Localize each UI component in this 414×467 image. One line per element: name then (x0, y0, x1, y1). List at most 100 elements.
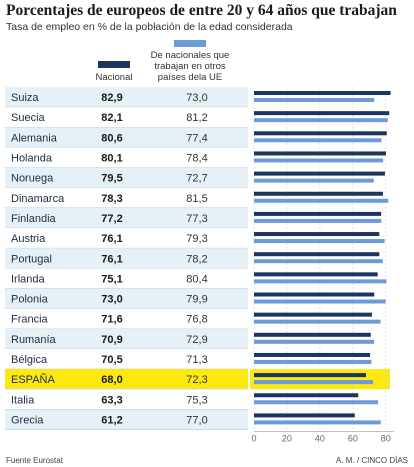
bar-nacional (254, 111, 390, 116)
row-country-label: Italia (11, 394, 35, 406)
value-nacional: 82,1 (101, 112, 122, 124)
row-country-label: Suiza (11, 92, 39, 104)
legend-label-ue: De nacionales que trabajan en otros país… (150, 50, 230, 83)
bar-ue (254, 359, 372, 364)
value-nacional: 76,1 (101, 253, 122, 265)
row-background (5, 288, 248, 309)
row-country-label: Holanda (11, 153, 53, 165)
row-background (5, 87, 248, 108)
value-ue: 77,4 (186, 132, 207, 144)
bar-nacional (254, 312, 372, 317)
value-nacional: 70,5 (101, 354, 122, 366)
value-nacional: 73,0 (101, 294, 122, 306)
value-ue: 76,8 (186, 314, 207, 326)
row-country-label: Irlanda (11, 273, 46, 285)
bar-ue (254, 380, 374, 385)
bar-ue (254, 178, 374, 183)
x-tick-label: 20 (282, 434, 292, 444)
bar-ue (254, 319, 381, 324)
value-nacional: 61,2 (101, 414, 122, 426)
bar-ue (254, 118, 388, 123)
value-ue: 72,3 (186, 374, 207, 386)
legend-label-nacional: Nacional (95, 72, 133, 83)
row-background (5, 187, 248, 208)
value-ue: 78,2 (186, 253, 207, 265)
value-nacional: 76,1 (101, 233, 122, 245)
bar-nacional (254, 393, 359, 398)
bar-ue (254, 279, 387, 284)
row-background (5, 248, 248, 269)
value-nacional: 80,6 (101, 132, 122, 144)
chart-subtitle: Tasa de empleo en % de la población de l… (6, 21, 293, 33)
row-background (5, 167, 248, 188)
value-nacional: 71,6 (101, 314, 122, 326)
value-ue: 75,3 (186, 394, 207, 406)
row-country-label: Francia (11, 314, 49, 326)
bar-ue (254, 218, 382, 223)
bar-nacional (254, 151, 386, 156)
bar-ue (254, 198, 389, 203)
value-ue: 72,9 (186, 334, 207, 346)
row-country-label: Portugal (11, 253, 52, 265)
x-tick-label: 60 (348, 434, 358, 444)
row-country-label: Polonia (11, 294, 49, 306)
row-background (5, 107, 248, 128)
bar-ue (254, 239, 385, 244)
value-ue: 73,0 (186, 92, 207, 104)
row-background (5, 348, 248, 370)
x-tick-label: 80 (381, 434, 391, 444)
value-nacional: 80,1 (101, 153, 122, 165)
row-country-label: Dinamarca (11, 193, 65, 205)
row-background (5, 389, 248, 410)
bar-nacional (254, 232, 380, 237)
bar-nacional (254, 373, 366, 378)
value-ue: 81,5 (186, 193, 207, 205)
row-country-label: Finlandia (11, 213, 57, 225)
bar-nacional (254, 171, 385, 176)
x-tick-label: 0 (251, 434, 256, 444)
bar-ue (254, 259, 383, 264)
row-country-label: Alemania (11, 132, 58, 144)
value-ue: 77,0 (186, 414, 207, 426)
bar-ue (254, 158, 384, 163)
value-ue: 79,9 (186, 294, 207, 306)
row-country-label: Noruega (11, 173, 54, 185)
chart-title: Porcentajes de europeos de entre 20 y 64… (6, 2, 397, 19)
bar-nacional (254, 91, 391, 95)
value-ue: 72,7 (186, 173, 207, 185)
row-country-label: ESPAÑA (11, 373, 55, 386)
bar-nacional (254, 272, 378, 277)
row-background (5, 268, 248, 289)
bar-nacional (254, 332, 371, 337)
x-tick-label: 40 (315, 434, 325, 444)
row-background (5, 207, 248, 229)
value-nacional: 68,0 (101, 374, 122, 386)
bar-nacional (254, 211, 382, 216)
row-background (5, 308, 248, 329)
bar-nacional (254, 352, 371, 357)
value-nacional: 82,9 (101, 92, 122, 104)
bar-ue (254, 339, 375, 344)
source-note: Fuente Eurostat (6, 456, 63, 465)
bar-nacional (254, 252, 380, 257)
row-country-label: Austria (11, 233, 46, 245)
value-ue: 77,3 (186, 213, 207, 225)
row-country-label: Suecia (11, 112, 46, 124)
row-background (5, 328, 248, 349)
credit-note: A. M. / CINCO DÍAS (335, 456, 408, 465)
row-background (5, 369, 248, 390)
bar-ue (254, 138, 382, 143)
bar-ue (254, 400, 379, 405)
bar-nacional (254, 191, 383, 196)
value-nacional: 63,3 (101, 394, 122, 406)
value-nacional: 70,9 (101, 334, 122, 346)
value-nacional: 75,1 (101, 273, 122, 285)
value-nacional: 79,5 (101, 173, 122, 185)
row-background (5, 127, 248, 148)
row-background (5, 228, 248, 249)
bar-nacional (254, 292, 375, 297)
bar-nacional (254, 131, 387, 136)
row-country-label: Rumanía (11, 334, 57, 346)
row-background (5, 409, 248, 430)
